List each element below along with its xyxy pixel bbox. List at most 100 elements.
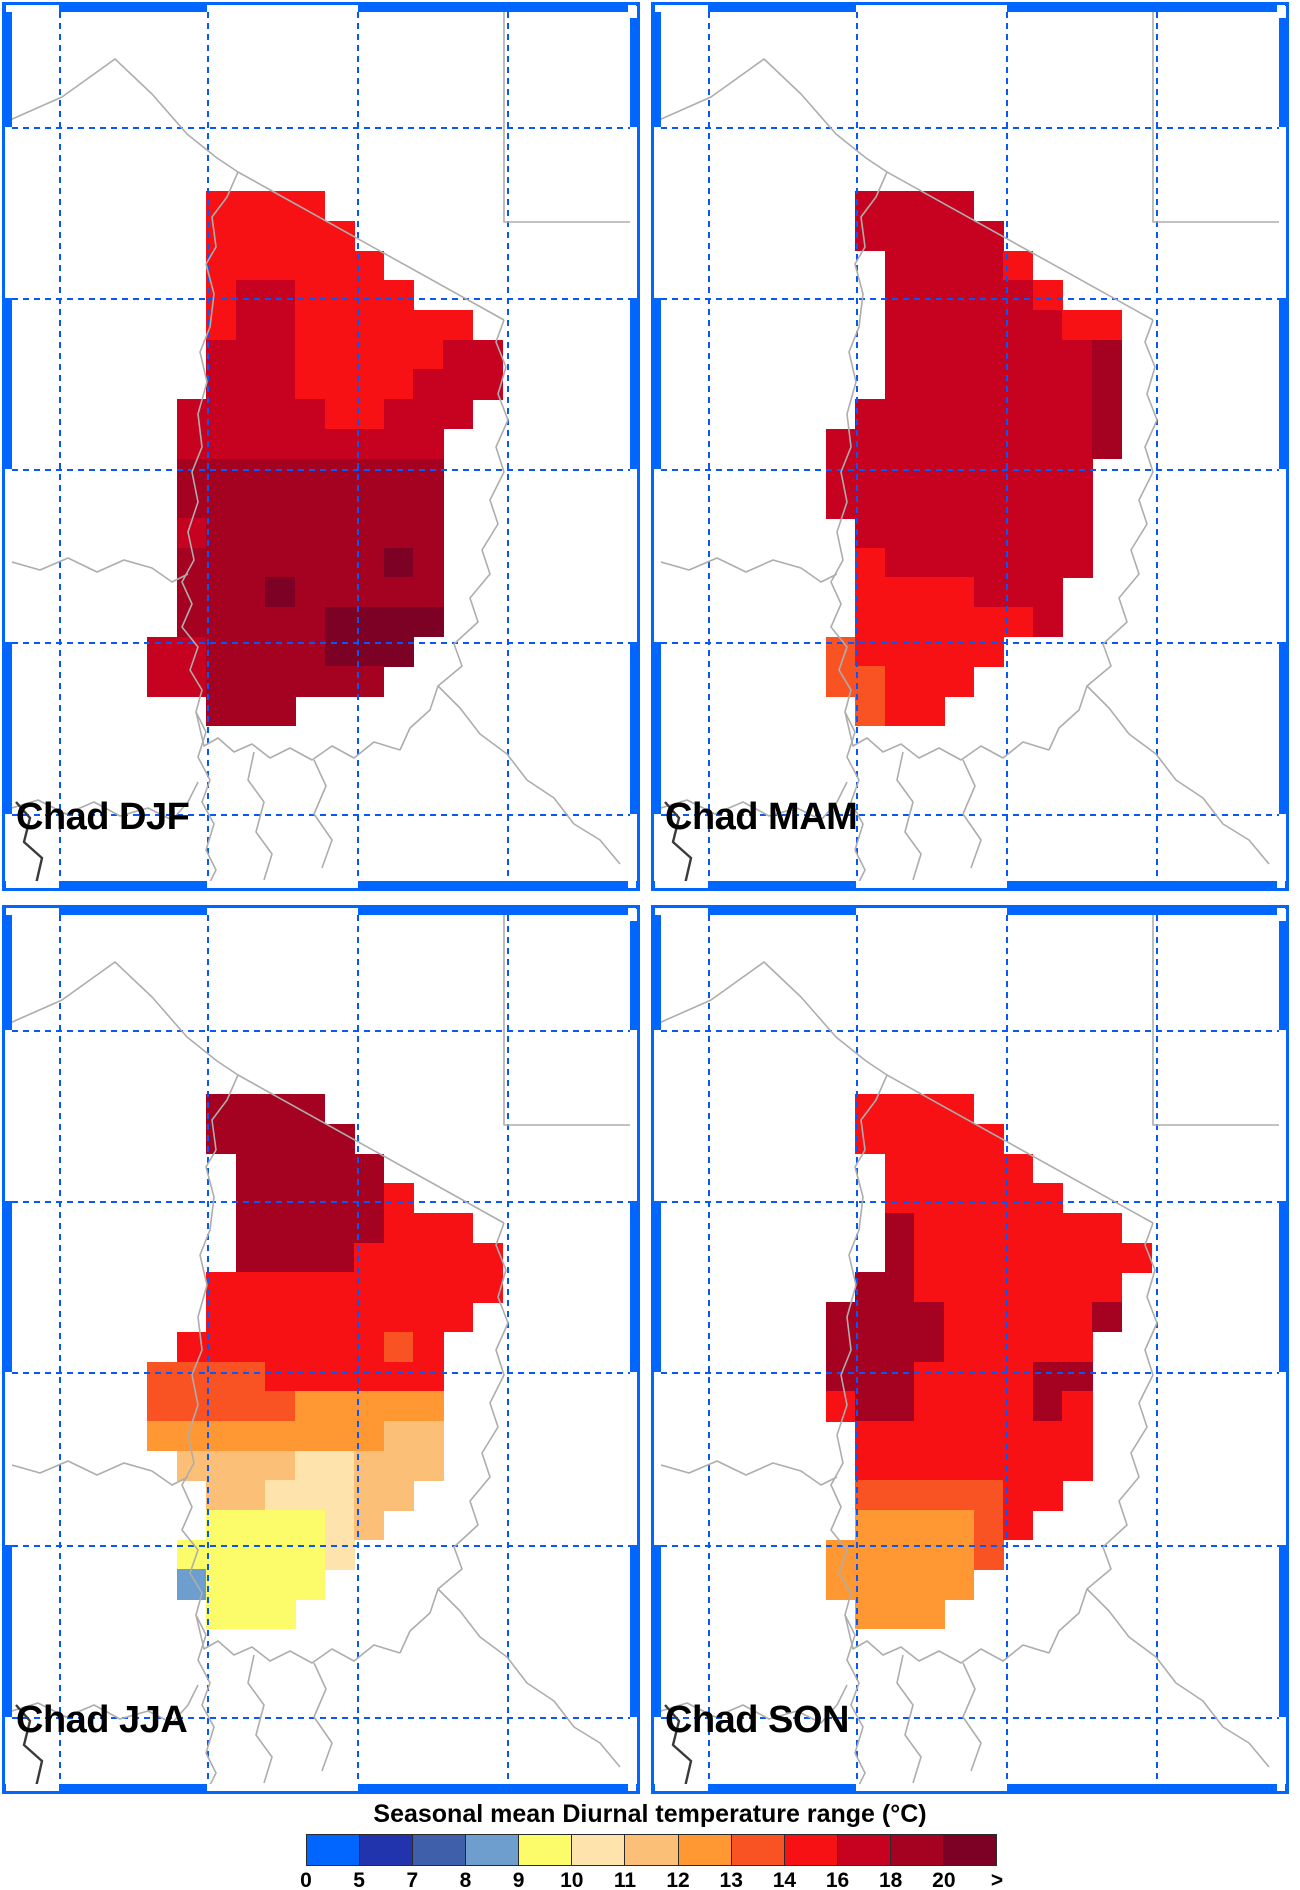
raster-cell (884, 250, 916, 281)
raster-cell (1062, 1391, 1093, 1422)
raster-cell (383, 369, 415, 400)
border-line (844, 711, 1050, 761)
raster-cell (383, 399, 415, 430)
raster-cell (354, 636, 385, 668)
map-area (12, 12, 630, 881)
raster-cell (265, 1123, 296, 1155)
raster-cell (884, 1123, 916, 1155)
graticule-line-vertical (207, 915, 209, 1784)
raster-cell (1062, 1420, 1093, 1452)
raster-cell (973, 607, 1004, 638)
raster-cell (973, 428, 1004, 460)
raster-cell (1062, 547, 1093, 578)
raster-cell (265, 577, 296, 608)
raster-cell (265, 1242, 296, 1274)
raster-cell (354, 1242, 385, 1274)
raster-cell (973, 458, 1004, 489)
frame-gap (1277, 1784, 1285, 1791)
raster-cell (413, 547, 444, 578)
raster-cell (1003, 488, 1034, 519)
raster-cell (855, 696, 886, 727)
raster-cell (295, 1539, 326, 1571)
raster-cell (1003, 517, 1034, 549)
border-line (1086, 685, 1270, 865)
panel-chad-jja: Chad JJA (2, 905, 640, 1794)
raster-cell (206, 369, 237, 400)
raster-cell (235, 1480, 267, 1511)
raster-cell (383, 280, 415, 311)
raster-cell (295, 310, 326, 341)
raster-cell (973, 1420, 1004, 1452)
raster-cell (855, 517, 886, 549)
raster-cell (235, 488, 267, 519)
raster-cell (884, 1331, 916, 1363)
frame-edge-right (630, 905, 640, 1794)
raster-cell (944, 250, 975, 281)
raster-cell (914, 1123, 945, 1155)
frame-gap (1277, 881, 1285, 888)
frame-gap (654, 1030, 661, 1201)
frame-gap (5, 814, 12, 881)
raster-cell (206, 428, 237, 460)
raster-cell (973, 1123, 1004, 1155)
raster-cell (206, 488, 237, 519)
raster-cell (413, 1331, 444, 1363)
raster-cell (354, 1480, 385, 1511)
raster-cell (265, 1272, 296, 1303)
raster-cell (973, 1331, 1004, 1363)
raster-cell (383, 458, 415, 489)
raster-cell (1092, 369, 1123, 400)
raster-cell (265, 607, 296, 638)
raster-cell (265, 428, 296, 460)
raster-cell (354, 1391, 385, 1422)
raster-cell (855, 1510, 886, 1541)
raster-cell (235, 280, 267, 311)
raster-cell (235, 1272, 267, 1303)
raster-cell (944, 1183, 975, 1214)
raster-cell (1032, 1420, 1064, 1452)
border-line (661, 961, 888, 1076)
border-line (830, 1074, 888, 1784)
colorbar-segment (307, 1835, 361, 1865)
raster-cell (944, 1420, 975, 1452)
raster-cell (884, 696, 916, 727)
raster-cell (354, 428, 385, 460)
raster-cell (295, 488, 326, 519)
border-line (195, 1614, 401, 1664)
raster-cell (855, 399, 886, 430)
raster-cell (295, 1183, 326, 1214)
map-area (661, 915, 1279, 1784)
raster-cell (884, 339, 916, 371)
raster-cell (354, 399, 385, 430)
raster-cell (383, 1213, 415, 1244)
graticule-line-horizontal (12, 127, 630, 129)
raster-cell (1092, 428, 1123, 460)
raster-cell (383, 1302, 415, 1333)
country-borders (12, 12, 630, 881)
colorbar (306, 1834, 997, 1866)
raster-cell (1062, 1331, 1093, 1363)
raster-cell (855, 577, 886, 608)
raster-cell (973, 220, 1004, 252)
raster-cell (235, 458, 267, 489)
raster-cell (354, 666, 385, 697)
raster-cell (324, 310, 355, 341)
raster-cell (324, 369, 355, 400)
raster-cell (295, 636, 326, 668)
frame-gap (6, 1784, 59, 1791)
raster-cell (1032, 488, 1064, 519)
raster-cell (944, 399, 975, 430)
raster-cell (324, 1391, 355, 1422)
raster-cell (235, 636, 267, 668)
frame-gap (5, 469, 12, 642)
raster-cell (973, 1539, 1004, 1571)
accent-border-line (15, 801, 44, 881)
raster-cell (235, 1420, 267, 1452)
raster-cell (235, 1510, 267, 1541)
raster-cell (206, 1272, 237, 1303)
raster-cell (206, 458, 237, 489)
raster-cell (324, 458, 355, 489)
raster-cell (1003, 1213, 1034, 1244)
raster-cell (265, 696, 296, 727)
raster-cell (176, 607, 207, 638)
